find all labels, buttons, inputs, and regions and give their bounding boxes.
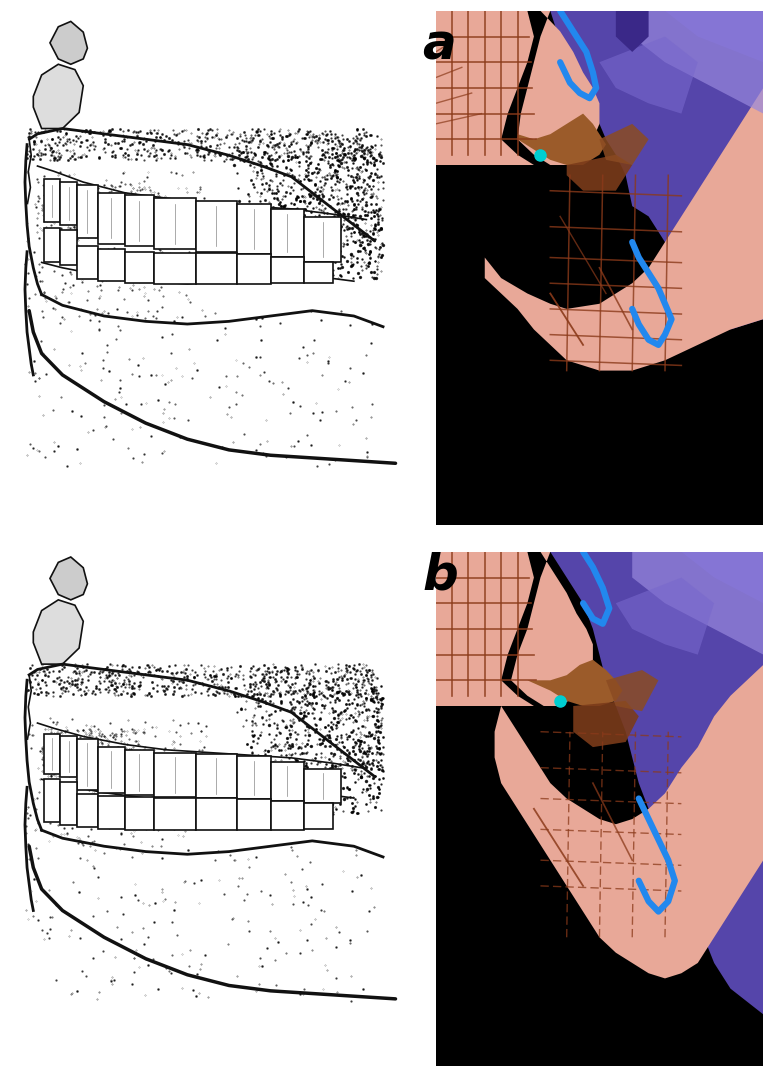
Polygon shape — [550, 11, 763, 329]
Polygon shape — [527, 660, 622, 707]
Polygon shape — [436, 11, 567, 525]
Polygon shape — [50, 22, 87, 64]
Polygon shape — [534, 552, 763, 1015]
Polygon shape — [60, 737, 77, 777]
Polygon shape — [196, 754, 237, 799]
Polygon shape — [154, 752, 196, 797]
Polygon shape — [436, 552, 763, 1066]
Polygon shape — [44, 734, 60, 774]
Polygon shape — [517, 114, 606, 164]
Polygon shape — [125, 797, 154, 830]
Polygon shape — [77, 185, 98, 238]
Polygon shape — [77, 247, 98, 278]
Polygon shape — [616, 11, 648, 52]
Polygon shape — [436, 552, 593, 707]
Polygon shape — [495, 664, 763, 978]
Polygon shape — [98, 193, 125, 243]
Polygon shape — [154, 799, 196, 830]
Polygon shape — [600, 123, 648, 164]
Polygon shape — [682, 552, 763, 604]
Polygon shape — [154, 253, 196, 283]
Polygon shape — [60, 182, 77, 225]
Polygon shape — [271, 762, 304, 801]
Polygon shape — [33, 599, 83, 664]
Polygon shape — [436, 552, 567, 1066]
Polygon shape — [125, 196, 154, 247]
Polygon shape — [616, 578, 714, 655]
Text: b: b — [423, 552, 458, 599]
Polygon shape — [125, 252, 154, 282]
Polygon shape — [196, 253, 237, 283]
Polygon shape — [237, 756, 271, 800]
Polygon shape — [33, 64, 83, 129]
Polygon shape — [125, 750, 154, 795]
Polygon shape — [304, 263, 333, 282]
Polygon shape — [485, 88, 763, 370]
Polygon shape — [271, 801, 304, 830]
Polygon shape — [436, 552, 534, 707]
Polygon shape — [436, 11, 763, 525]
Text: a: a — [423, 22, 456, 69]
Polygon shape — [44, 180, 60, 222]
Polygon shape — [600, 37, 698, 114]
Polygon shape — [77, 794, 98, 828]
Polygon shape — [304, 216, 342, 263]
Polygon shape — [154, 198, 196, 249]
Polygon shape — [60, 230, 77, 265]
Polygon shape — [436, 11, 534, 164]
Polygon shape — [98, 748, 125, 793]
Polygon shape — [436, 11, 600, 164]
Polygon shape — [77, 739, 98, 790]
Polygon shape — [436, 886, 763, 1066]
Polygon shape — [44, 227, 60, 263]
Polygon shape — [632, 11, 763, 114]
Polygon shape — [98, 249, 125, 281]
Polygon shape — [196, 201, 237, 252]
Polygon shape — [606, 670, 658, 711]
Polygon shape — [237, 203, 271, 254]
Polygon shape — [573, 701, 638, 747]
Polygon shape — [304, 768, 342, 803]
Polygon shape — [60, 782, 77, 824]
Polygon shape — [237, 254, 271, 283]
Polygon shape — [196, 799, 237, 830]
Polygon shape — [665, 11, 763, 62]
Polygon shape — [237, 800, 271, 830]
Polygon shape — [567, 155, 632, 190]
Polygon shape — [271, 258, 304, 282]
Polygon shape — [632, 552, 763, 655]
Polygon shape — [271, 209, 304, 258]
Polygon shape — [50, 557, 87, 599]
Polygon shape — [98, 796, 125, 829]
Polygon shape — [304, 803, 333, 829]
Polygon shape — [44, 779, 60, 822]
